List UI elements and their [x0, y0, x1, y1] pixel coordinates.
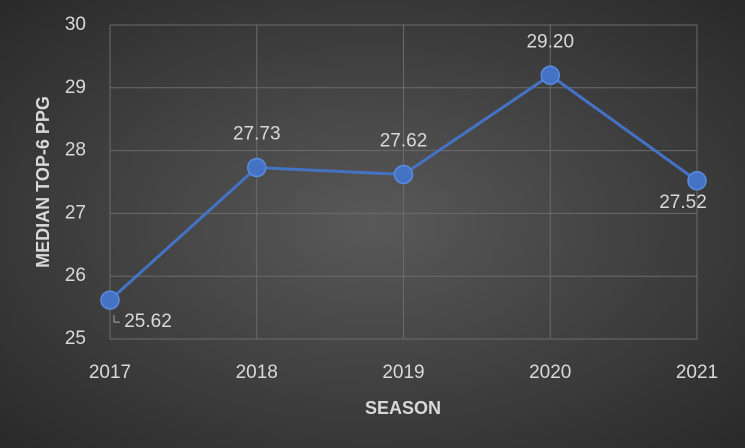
data-label: 29.20 — [526, 31, 574, 52]
y-tick-label: 27 — [65, 202, 86, 223]
leader-line — [113, 315, 120, 323]
y-tick-label: 28 — [65, 140, 86, 161]
marker — [247, 157, 267, 178]
y-tick-label: 30 — [65, 14, 86, 35]
y-tick-label: 25 — [65, 328, 86, 349]
data-label: 25.62 — [124, 311, 172, 332]
data-label: 27.73 — [233, 124, 281, 145]
y-axis-title: MEDIAN TOP-6 PPG — [33, 96, 53, 268]
data-label: 27.62 — [380, 130, 428, 151]
data-label: 27.52 — [659, 192, 707, 213]
x-axis-title: SEASON — [365, 398, 441, 418]
marker — [540, 65, 560, 85]
x-tick-label: 2020 — [529, 362, 571, 383]
x-tick-label: 2018 — [236, 362, 278, 383]
y-tick-label: 26 — [65, 265, 86, 286]
marker — [687, 170, 707, 191]
x-tick-label: 2019 — [382, 362, 424, 383]
marker — [393, 164, 414, 185]
x-tick-label: 2021 — [676, 362, 718, 383]
x-tick-label: 2017 — [89, 362, 131, 383]
y-tick-label: 29 — [65, 77, 86, 98]
marker — [100, 290, 120, 310]
